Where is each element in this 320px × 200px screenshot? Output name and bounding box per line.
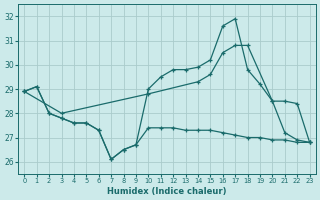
X-axis label: Humidex (Indice chaleur): Humidex (Indice chaleur) (107, 187, 227, 196)
